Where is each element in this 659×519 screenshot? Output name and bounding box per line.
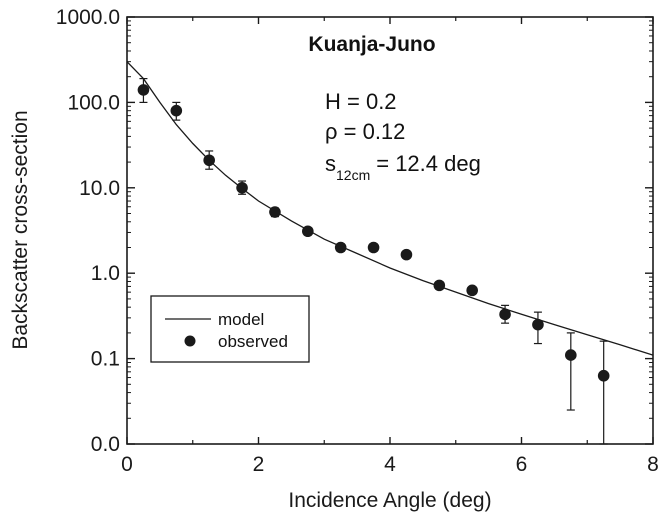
x-tick-label-0: 0 — [121, 453, 133, 476]
observed-point — [367, 241, 380, 254]
annotation-h: H = 0.2 — [325, 89, 397, 114]
y-tick-label-5: 1000.0 — [56, 6, 120, 29]
legend-observed-swatch — [184, 335, 196, 347]
legend-box — [150, 295, 310, 363]
observed-series — [137, 77, 610, 445]
observed-point — [236, 182, 248, 194]
y-axis-label: Backscatter cross-section — [9, 110, 32, 349]
observed-point — [302, 225, 314, 238]
observed-point — [400, 248, 413, 261]
plot-frame — [126, 16, 654, 445]
legend-model-label: model — [218, 310, 264, 329]
x-tick-label-3: 6 — [516, 453, 528, 476]
x-tick-label-2: 4 — [384, 453, 396, 476]
legend: model observed — [150, 295, 310, 363]
y-tick-label-4: 100.0 — [67, 91, 120, 114]
observed-point — [466, 284, 478, 297]
observed-point — [565, 349, 577, 361]
x-axis: 0 2 4 6 8 — [121, 17, 659, 476]
observed-point — [499, 308, 511, 321]
annotation-s-sub: 12cm — [336, 167, 370, 183]
observed-point — [433, 279, 446, 292]
observed-point — [269, 206, 281, 218]
observed-point — [334, 241, 347, 254]
y-tick-label-2: 1.0 — [91, 262, 120, 285]
observed-point — [597, 369, 610, 382]
observed-point — [203, 154, 215, 167]
x-tick-label-1: 2 — [253, 453, 265, 476]
y-tick-label-3: 10.0 — [79, 177, 120, 200]
y-axis: 0.0 0.1 1.0 10.0 100.0 1000.0 — [56, 6, 653, 456]
chart-title: Kuanja-Juno — [308, 33, 435, 56]
y-tick-label-1: 0.1 — [91, 348, 120, 371]
model-line — [126, 61, 654, 356]
x-axis-label: Incidence Angle (deg) — [288, 489, 491, 512]
observed-point — [137, 84, 150, 96]
annotation-s: s12cm = 12.4 deg — [325, 151, 481, 183]
annotation-s-main: s — [325, 151, 336, 176]
annotation-s-value: = 12.4 deg — [376, 151, 481, 176]
legend-observed-label: observed — [218, 332, 288, 351]
observed-point — [170, 104, 183, 117]
observed-point — [532, 318, 544, 331]
annotation-rho: ρ = 0.12 — [325, 119, 405, 144]
x-tick-label-4: 8 — [647, 453, 659, 476]
model-series — [126, 61, 654, 356]
y-tick-label-0: 0.0 — [91, 433, 120, 456]
